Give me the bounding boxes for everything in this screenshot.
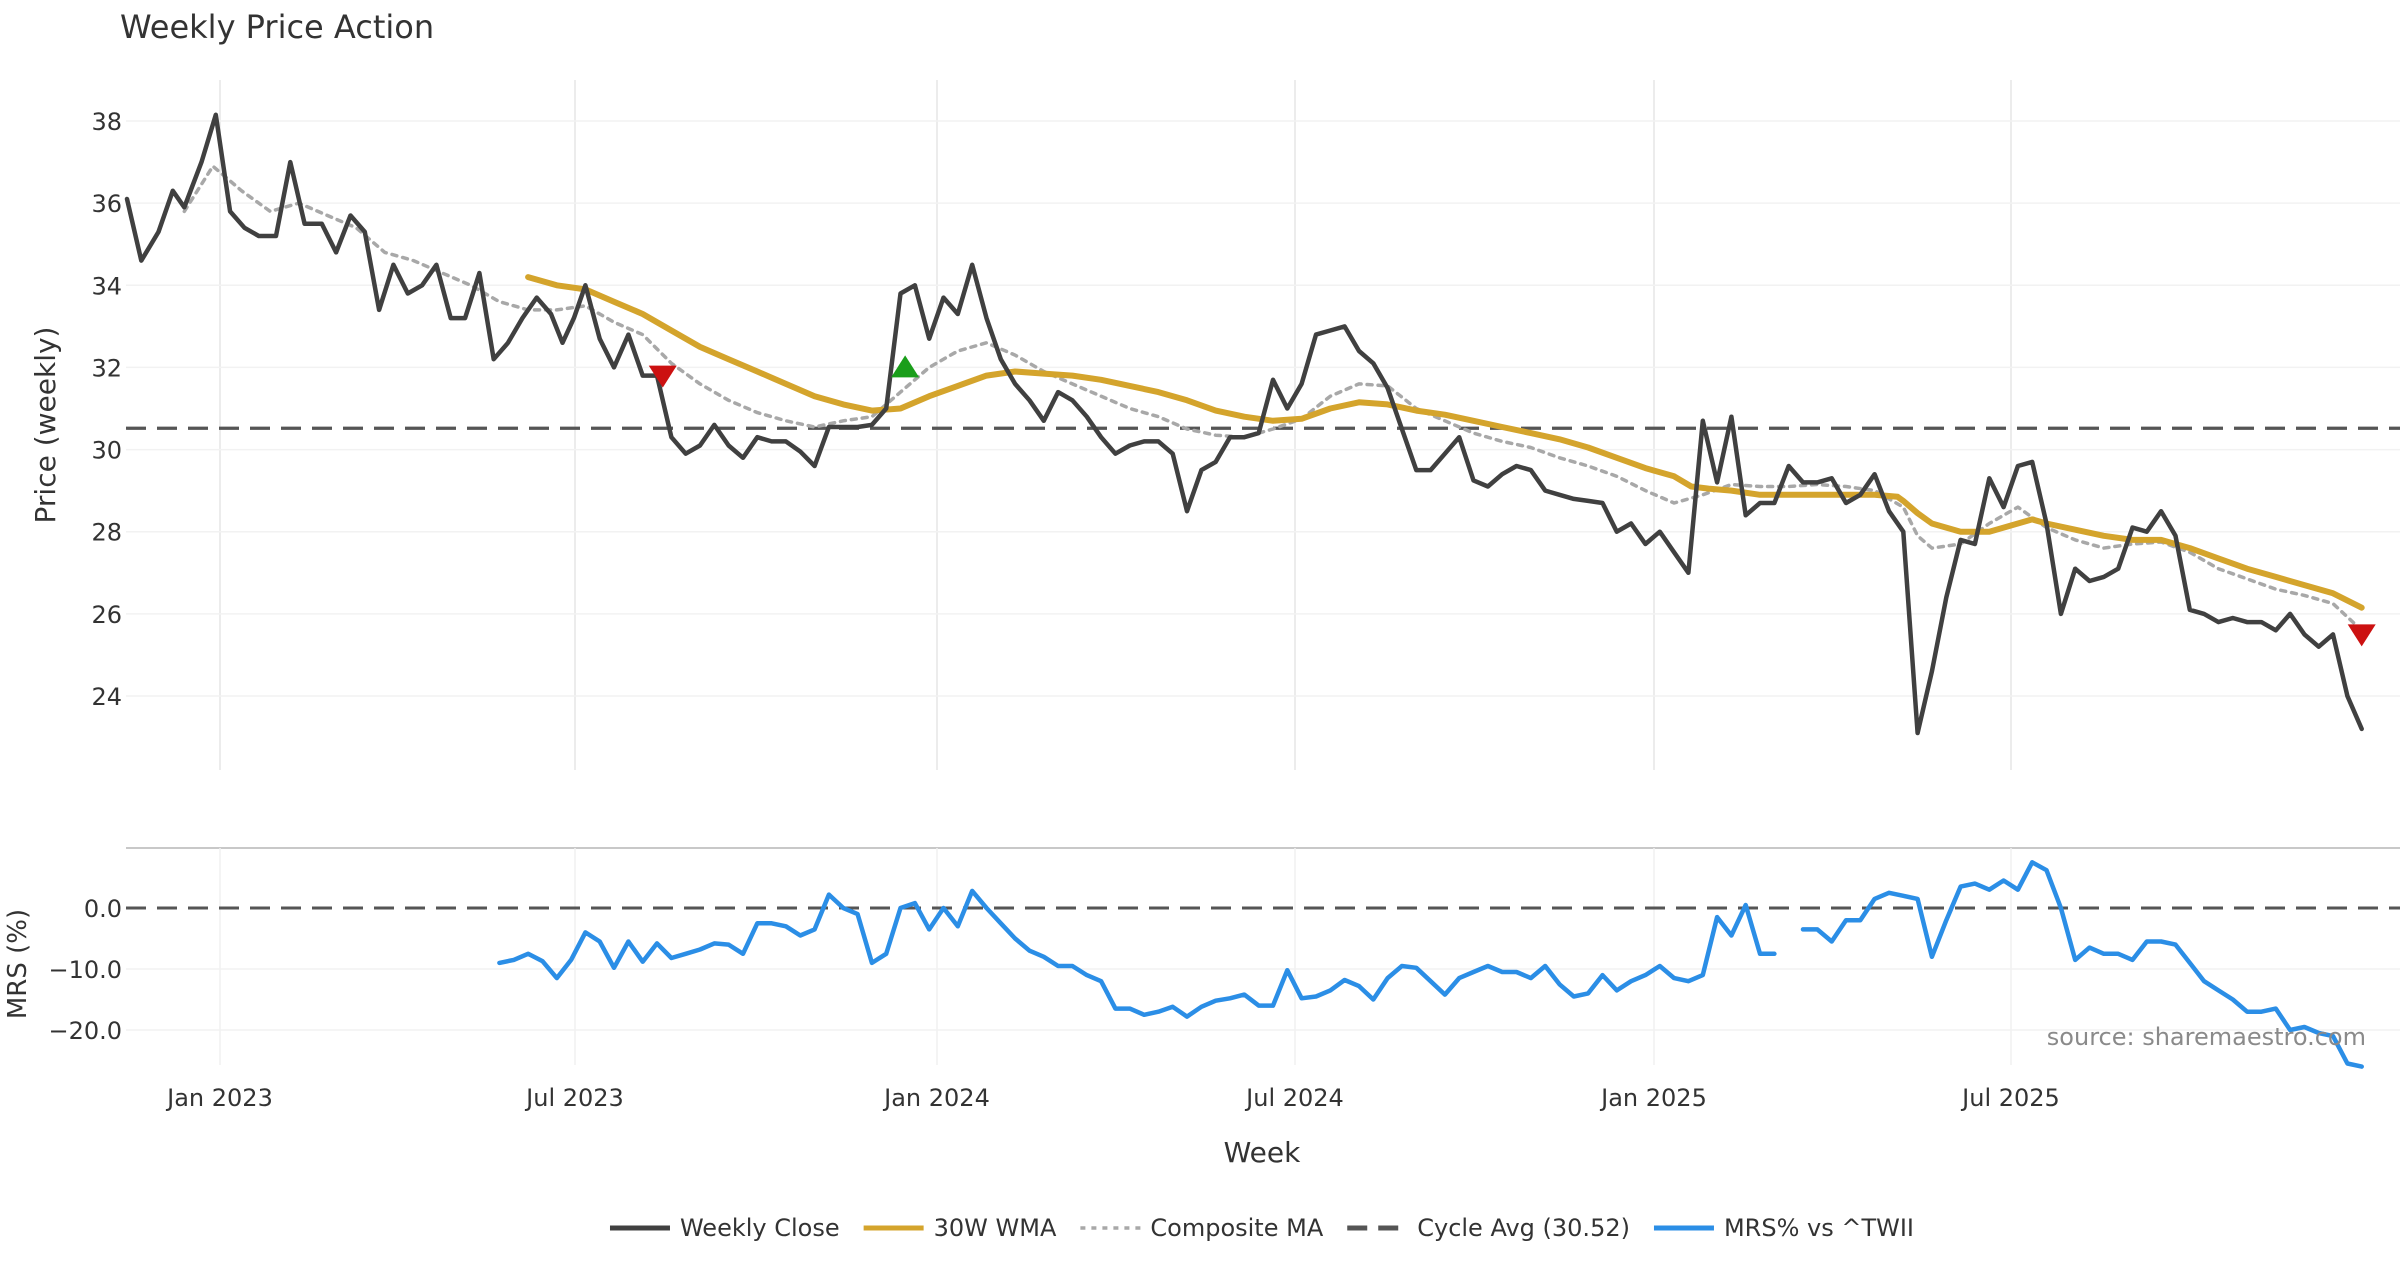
mrs-y-tick-label: 0.0: [84, 895, 122, 923]
buy-signal-marker: [891, 355, 920, 378]
mrs-line: [1800, 860, 2364, 1069]
composite-ma-line: [182, 164, 2364, 633]
x-tick-label: Jul 2024: [1244, 1084, 1344, 1112]
sell-signal-marker: [648, 365, 677, 388]
price-y-tick-label: 26: [91, 601, 122, 629]
sell-signal-marker: [2347, 624, 2376, 647]
price-panel: 24 26 28 30 32 34 36 38: [91, 80, 2400, 770]
x-tick-label: Jan 2025: [1599, 1084, 1707, 1112]
price-y-tick-label: 38: [91, 108, 122, 136]
mrs-y-tick-label: −20.0: [48, 1017, 122, 1045]
x-tick-label: Jul 2023: [524, 1084, 624, 1112]
x-axis-label: Week: [1224, 1136, 1301, 1169]
legend-label: 30W WMA: [934, 1214, 1057, 1242]
price-y-tick-label: 32: [91, 354, 122, 382]
weekly-close-line: [124, 112, 2364, 736]
source-note: source: sharemaestro.com: [2047, 1023, 2366, 1051]
price-y-tick-label: 28: [91, 519, 122, 547]
mrs-line: [497, 888, 1777, 1019]
price-y-tick-label: 34: [91, 272, 122, 300]
wma-30w-line: [525, 274, 2365, 611]
price-axis-label: Price (weekly): [29, 327, 62, 524]
legend: Weekly Close 30W WMA Composite MA Cycle Avg…: [609, 1214, 1914, 1242]
x-tick-label: Jul 2025: [1960, 1084, 2060, 1112]
price-y-tick-label: 24: [91, 683, 122, 711]
x-tick-label: Jan 2023: [165, 1084, 273, 1112]
chart-title: Weekly Price Action: [120, 8, 434, 46]
price-y-tick-label: 36: [91, 190, 122, 218]
x-axis: Jan 2023 Jul 2023 Jan 2024 Jul 2024 Jan 2025…: [165, 1084, 2060, 1112]
mrs-panel: 0.0 −10.0 −20.0: [48, 847, 2400, 1069]
mrs-y-tick-label: −10.0: [48, 956, 122, 984]
price-y-tick-label: 30: [91, 437, 122, 465]
legend-label: Cycle Avg (30.52): [1417, 1214, 1630, 1242]
x-tick-label: Jan 2024: [882, 1084, 990, 1112]
legend-label: MRS% vs ^TWII: [1724, 1214, 1914, 1242]
legend-label: Weekly Close: [680, 1214, 840, 1242]
legend-label: Composite MA: [1150, 1214, 1323, 1242]
mrs-axis-label: MRS (%): [3, 909, 33, 1019]
